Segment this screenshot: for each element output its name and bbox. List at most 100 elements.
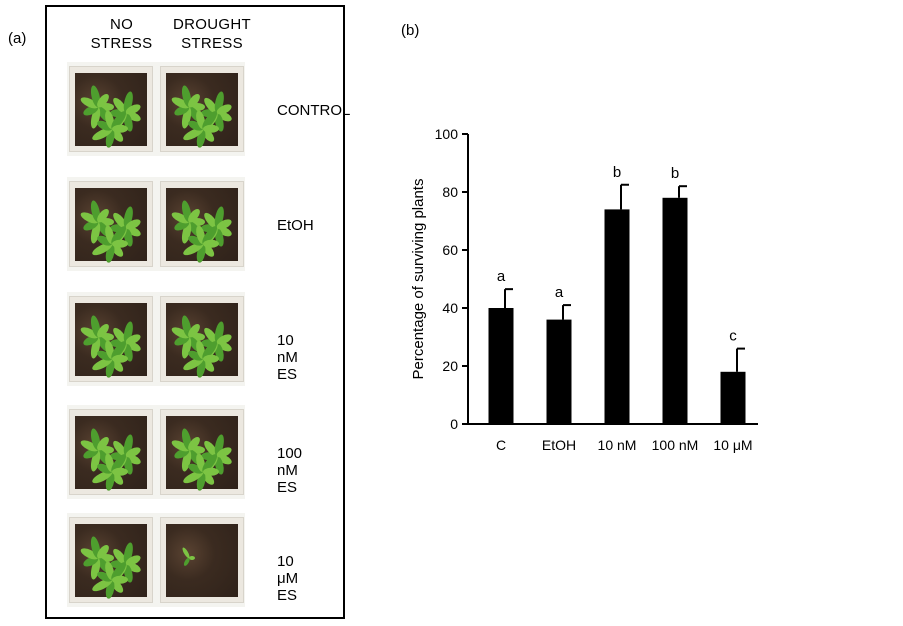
leaf (111, 562, 127, 581)
leaf (111, 243, 124, 257)
x-tick-label: EtOH (542, 437, 576, 453)
y-axis-label: Percentage of surviving plants (410, 179, 427, 380)
leaf (202, 226, 218, 245)
y-tick-label: 0 (450, 416, 458, 432)
leaf (113, 327, 127, 344)
bar (604, 209, 630, 424)
y-tick-label: 100 (435, 126, 459, 142)
leaf (111, 471, 124, 485)
row-label: 100 nM ES (277, 445, 303, 496)
bar (720, 371, 746, 424)
row-label: 10 μM ES (277, 553, 299, 604)
photo-row-5: 10 μM ES (67, 513, 298, 607)
leaf (202, 124, 219, 133)
pot-no-stress (69, 409, 153, 495)
leaf (111, 575, 128, 584)
leaf (202, 128, 215, 142)
leaf (97, 209, 109, 223)
bar (488, 308, 514, 424)
survival-bar-chart: 0 20 40 60 80 100 Percentage of surviving plan… (410, 126, 758, 453)
leaf (111, 124, 128, 133)
row-label: 10 nM ES (277, 332, 298, 383)
leaf (188, 94, 200, 108)
leaf (92, 127, 113, 141)
leaf (125, 104, 141, 115)
photo-row-1: CONTROL (67, 62, 350, 156)
photo-row-3: 10 nM ES (67, 292, 298, 386)
pot-drought-stress (160, 517, 244, 603)
leaf (204, 97, 218, 114)
leaf (171, 440, 190, 452)
leaf (183, 127, 204, 141)
photo-row-2: EtOH (67, 177, 314, 271)
leaf (80, 97, 99, 109)
leaf (111, 454, 127, 473)
plant-rosette (80, 315, 141, 378)
row-label: CONTROL (277, 102, 351, 119)
leaf (92, 357, 113, 371)
leaf (111, 358, 124, 372)
plant-rosette (80, 85, 141, 148)
leaf (113, 440, 127, 457)
pot-drought-stress (160, 181, 244, 267)
y-tick-label: 60 (442, 242, 458, 258)
leaf (171, 212, 190, 224)
column-header-no-stress-line1: NO (109, 16, 134, 33)
column-header-no-stress-line2: STRESS (90, 35, 153, 52)
leaf (216, 334, 232, 345)
pot-drought-stress (160, 296, 244, 382)
leaf (216, 219, 232, 230)
leaf (80, 327, 99, 339)
significance-letter: a (555, 284, 564, 301)
leaf (97, 324, 109, 338)
leaf (183, 242, 204, 256)
plant-rosette (182, 547, 195, 566)
leaf (111, 354, 128, 363)
leaf (182, 547, 190, 559)
column-header-no-stress: NO STRESS (79, 15, 164, 53)
leaf (202, 239, 219, 248)
leaf (204, 327, 218, 344)
leaf (97, 437, 109, 451)
leaf (80, 440, 99, 452)
significance-letter: b (671, 165, 679, 182)
column-header-drought-line2: STRESS (181, 35, 243, 52)
leaf (113, 212, 127, 229)
leaf (188, 437, 200, 451)
leaf (202, 471, 215, 485)
plant-rosette (171, 85, 232, 148)
leaf (111, 341, 127, 360)
leaf (204, 440, 218, 457)
pot-no-stress (69, 517, 153, 603)
bar (662, 197, 688, 424)
leaf (111, 128, 124, 142)
leaf (80, 212, 99, 224)
leaf (125, 219, 141, 230)
leaf (113, 548, 127, 565)
leaf (204, 212, 218, 229)
y-tick-label: 20 (442, 358, 458, 374)
bar (546, 319, 572, 424)
leaf (202, 454, 218, 473)
plant-rosette (171, 200, 232, 263)
column-header-drought-stress: DROUGHT STRESS (167, 15, 257, 53)
plant-photo-panel: NO STRESS DROUGHT STRESS CONTROL EtOH 10 n… (45, 5, 350, 619)
pot-no-stress (69, 296, 153, 382)
x-tick-label: 10 nM (598, 437, 637, 453)
leaf (202, 354, 219, 363)
leaf (111, 467, 128, 476)
leaf (92, 578, 113, 592)
leaf (202, 341, 218, 360)
leaf (202, 467, 219, 476)
leaf (111, 111, 127, 130)
leaf (216, 104, 232, 115)
significance-letter: b (613, 164, 621, 181)
leaf (216, 447, 232, 458)
leaf (113, 97, 127, 114)
leaf (125, 555, 141, 566)
leaf (92, 470, 113, 484)
leaf (92, 242, 113, 256)
leaf (188, 209, 200, 223)
x-tick-label: 10 μM (713, 437, 752, 453)
row-label: EtOH (277, 217, 314, 234)
